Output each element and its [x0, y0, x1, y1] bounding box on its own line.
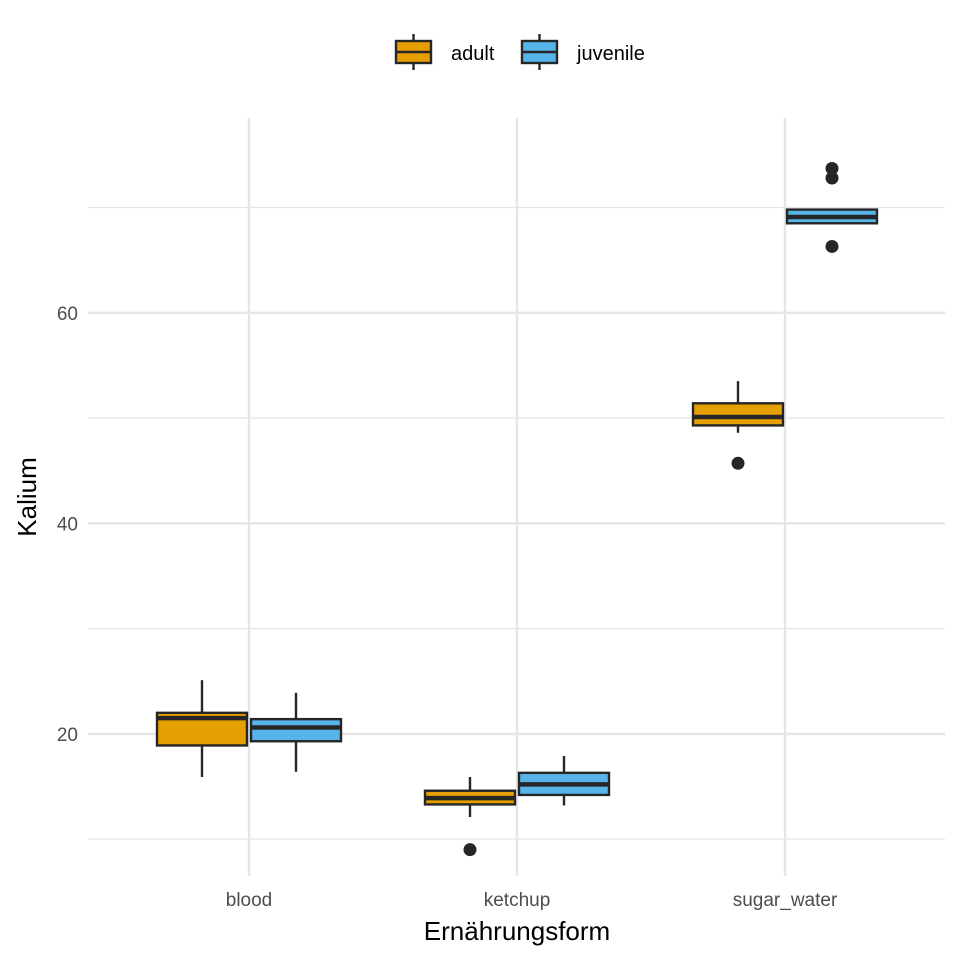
y-tick-labels: 20 40 60	[57, 304, 78, 746]
y-tick-label: 20	[57, 725, 78, 746]
box-adult-blood	[155, 680, 249, 778]
box-juvenile-sugar_water	[785, 162, 879, 253]
legend-label: adult	[451, 43, 495, 65]
x-tick-label: sugar_water	[733, 890, 838, 911]
legend: adult juvenile	[394, 34, 645, 70]
box-iqr	[691, 402, 785, 427]
box-adult-sugar_water	[691, 381, 785, 470]
x-axis-title: Ernährungsform	[424, 916, 610, 946]
box-iqr	[249, 717, 343, 743]
outlier-point	[463, 843, 477, 857]
boxes	[155, 162, 879, 857]
box-adult-ketchup	[423, 777, 517, 857]
outlier-point	[825, 239, 839, 253]
x-tick-labels: blood ketchup sugar_water	[226, 890, 838, 911]
x-tick-label: blood	[226, 890, 273, 911]
x-tick-label: ketchup	[484, 890, 551, 911]
y-tick-label: 60	[57, 304, 78, 325]
outlier-point	[731, 456, 745, 470]
y-axis-title: Kalium	[12, 457, 42, 536]
box-juvenile-ketchup	[517, 755, 611, 806]
grid-major	[88, 118, 945, 876]
legend-item-adult: adult	[394, 34, 495, 70]
legend-label: juvenile	[576, 43, 645, 65]
outlier-point	[825, 171, 839, 185]
box-juvenile-blood	[249, 692, 343, 772]
outlier-point	[825, 162, 839, 176]
legend-item-juvenile: juvenile	[520, 34, 645, 70]
y-tick-label: 40	[57, 514, 78, 535]
